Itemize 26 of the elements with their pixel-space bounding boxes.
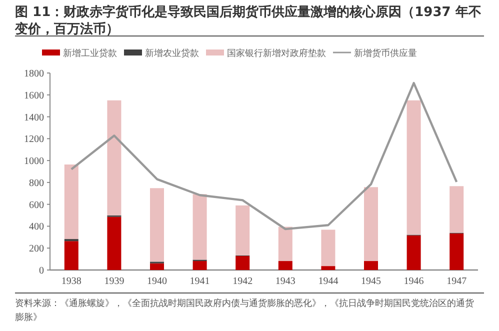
legend-label: 新增农业贷款 xyxy=(145,48,199,59)
y-tick-label: 0 xyxy=(39,266,44,276)
x-tick-label: 1942 xyxy=(232,276,253,287)
y-tick-label: 800 xyxy=(29,178,44,189)
x-tick-label: 1941 xyxy=(190,276,210,287)
x-tick-label: 1947 xyxy=(446,276,467,287)
y-tick-label: 400 xyxy=(29,222,44,233)
x-tick-label: 1944 xyxy=(318,276,338,287)
x-tick-label: 1943 xyxy=(275,276,296,287)
legend-label: 新增工业贷款 xyxy=(63,48,117,59)
y-tick-label: 1800 xyxy=(24,68,44,80)
legend-label: 新增货币供应量 xyxy=(354,48,417,59)
y-tick-label: 1200 xyxy=(24,134,44,146)
x-tick-label: 1945 xyxy=(361,276,381,287)
y-tick-label: 200 xyxy=(29,244,44,255)
annotation: 资料来源：《通胀螺旋》，《全面抗战时期国民政府内债与通货膨胀的恶化》，《抗日战争时期国民党统治区的通货膨胀》 xyxy=(15,299,474,323)
legend-label: 国家银行新增对政府垫款 xyxy=(227,48,326,59)
title: 图 11：财政赤字货币化是导致民国后期货币供应量激增的核心原因（1937 年不变价，百万法币） xyxy=(15,5,482,37)
y-tick-label: 1600 xyxy=(24,90,44,102)
y-tick-label: 600 xyxy=(29,200,44,211)
y-tick-label: 1400 xyxy=(24,112,44,124)
x-tick-label: 1946 xyxy=(404,276,424,287)
y-tick-label: 1000 xyxy=(24,156,44,168)
x-tick-label: 1940 xyxy=(147,276,167,287)
x-tick-label: 1938 xyxy=(61,276,82,287)
x-tick-label: 1939 xyxy=(104,276,124,287)
